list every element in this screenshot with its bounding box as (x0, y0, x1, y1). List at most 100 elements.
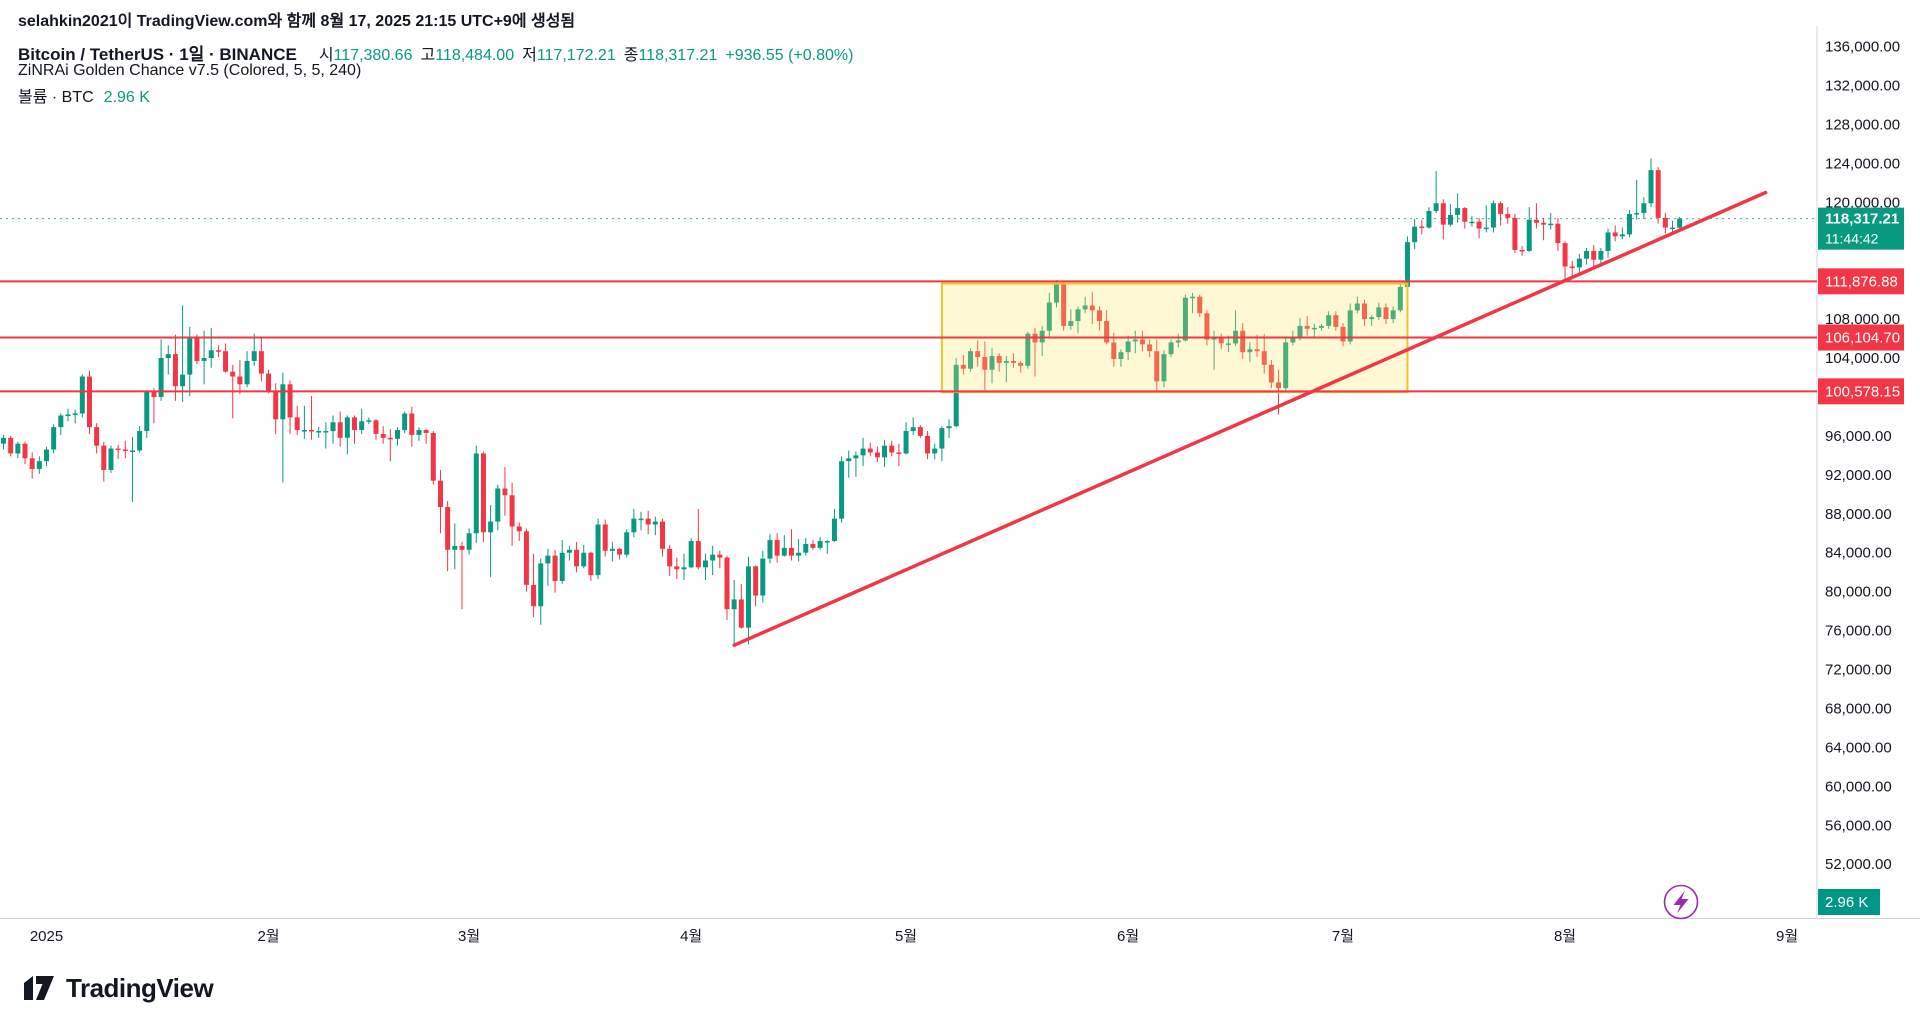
candle-body (8, 437, 14, 454)
candle-body (380, 433, 386, 438)
candle-body (215, 350, 221, 352)
candle-body (180, 374, 186, 387)
candle-body (1340, 326, 1346, 342)
candle-body (29, 458, 35, 469)
candle-body (373, 420, 379, 434)
candle-body (638, 518, 644, 521)
time-axis[interactable] (0, 919, 1920, 953)
candle-body (15, 443, 21, 454)
candle-body (932, 448, 938, 454)
candle-body (566, 549, 572, 553)
candle-body (1619, 234, 1625, 237)
candle-body (1104, 321, 1110, 343)
lightning-bolt-icon (1673, 890, 1689, 914)
candle-body (394, 430, 400, 439)
price-tick-label: 84,000.00 (1825, 545, 1892, 562)
candle-body (523, 531, 529, 585)
last-price-badge (1818, 207, 1904, 250)
candle-body (86, 376, 92, 428)
candle-body (1519, 249, 1525, 252)
candle-body (1247, 349, 1253, 353)
indicator-title[interactable]: ZiNRAi Golden Chance v7.5 (Colored, 5, 5… (18, 62, 362, 79)
price-axis[interactable] (1817, 26, 1920, 919)
candle-body (1591, 250, 1597, 260)
candle-body (674, 566, 680, 570)
time-tick-label[interactable]: 6월 (1117, 928, 1139, 945)
candle-body (745, 566, 751, 628)
symbol-title[interactable]: Bitcoin / TetherUS · 1일 · BINANCE (18, 45, 297, 64)
candle-body (1197, 296, 1203, 314)
candle-body (910, 427, 916, 432)
candle-body (287, 384, 293, 418)
candle-body (366, 420, 372, 422)
candle-body (58, 415, 64, 428)
candle-body (158, 358, 164, 397)
time-tick-label[interactable]: 3월 (458, 928, 480, 945)
candle-body (531, 584, 537, 607)
time-tick-label[interactable]: 5월 (895, 928, 917, 945)
time-tick-label[interactable]: 4월 (680, 928, 702, 945)
candle-body (631, 518, 637, 533)
price-tick-label: 132,000.00 (1825, 77, 1900, 94)
candle-body (1061, 283, 1067, 326)
tradingview-logo-icon[interactable] (22, 973, 56, 1003)
candle-body (774, 540, 780, 556)
candle-body (846, 458, 852, 462)
candle-body (595, 524, 601, 576)
candle-body (1440, 203, 1446, 225)
candle-body (1584, 250, 1590, 259)
time-tick-label[interactable]: 9월 (1776, 928, 1798, 945)
instant-trading-icon[interactable] (1663, 884, 1699, 920)
candle-body (1433, 203, 1439, 212)
candle-body (896, 452, 902, 454)
price-tick-label: 64,000.00 (1825, 739, 1892, 756)
candle-body (1347, 310, 1353, 342)
time-tick-label[interactable]: 2월 (257, 928, 279, 945)
candle-body (1147, 344, 1153, 352)
candle-body (301, 430, 307, 432)
candle-body (975, 351, 981, 358)
low-value: 117,172.21 (536, 47, 616, 64)
candles-series (1, 158, 1683, 647)
candle-body (1541, 222, 1547, 225)
candle-body (1648, 170, 1654, 204)
candle-body (624, 532, 630, 555)
price-tick-label: 96,000.00 (1825, 428, 1892, 445)
candle-body (1254, 349, 1260, 352)
candle-body (602, 524, 608, 551)
last-price-badge-value: 118,317.21 (1825, 211, 1899, 228)
candle-body (753, 566, 759, 596)
candle-body (831, 518, 837, 542)
candle-body (1175, 340, 1181, 343)
volume-axis-badge-label: 2.96 K (1825, 894, 1868, 911)
candle-body (1082, 305, 1088, 310)
candle-body (652, 521, 658, 525)
candle-body (151, 392, 157, 397)
level-price-badge-2 (1818, 378, 1904, 405)
candle-body (1361, 303, 1367, 320)
candle-body (237, 376, 243, 385)
tradingview-logo-text[interactable]: TradingView (66, 972, 214, 1003)
candle-body (230, 371, 236, 377)
candle-body (574, 549, 580, 567)
candle-body (344, 417, 350, 438)
trend-line[interactable] (732, 190, 1768, 647)
price-chart-pane[interactable]: 136,000.00 132,000.00 128,000.00 124,000.00… (0, 0, 1920, 960)
candle-body (538, 563, 544, 607)
candle-body (1462, 208, 1468, 222)
time-tick-label[interactable]: 8월 (1554, 928, 1576, 945)
candle-body (731, 599, 737, 610)
price-tick-label: 104,000.00 (1825, 350, 1900, 367)
level-price-badge-label: 111,876.88 (1825, 273, 1898, 290)
candle-body (1455, 208, 1461, 215)
candle-body (1154, 351, 1160, 382)
candle-body (810, 543, 816, 548)
candle-body (1204, 313, 1210, 340)
time-tick-label[interactable]: 7월 (1332, 928, 1354, 945)
volume-indicator-row[interactable]: 볼륨 · BTC 2.96 K (18, 83, 853, 106)
time-tick-label[interactable]: 2025 (30, 928, 63, 945)
candle-body (1068, 321, 1074, 326)
candle-body (581, 552, 587, 567)
price-tick-label: 124,000.00 (1825, 155, 1900, 172)
